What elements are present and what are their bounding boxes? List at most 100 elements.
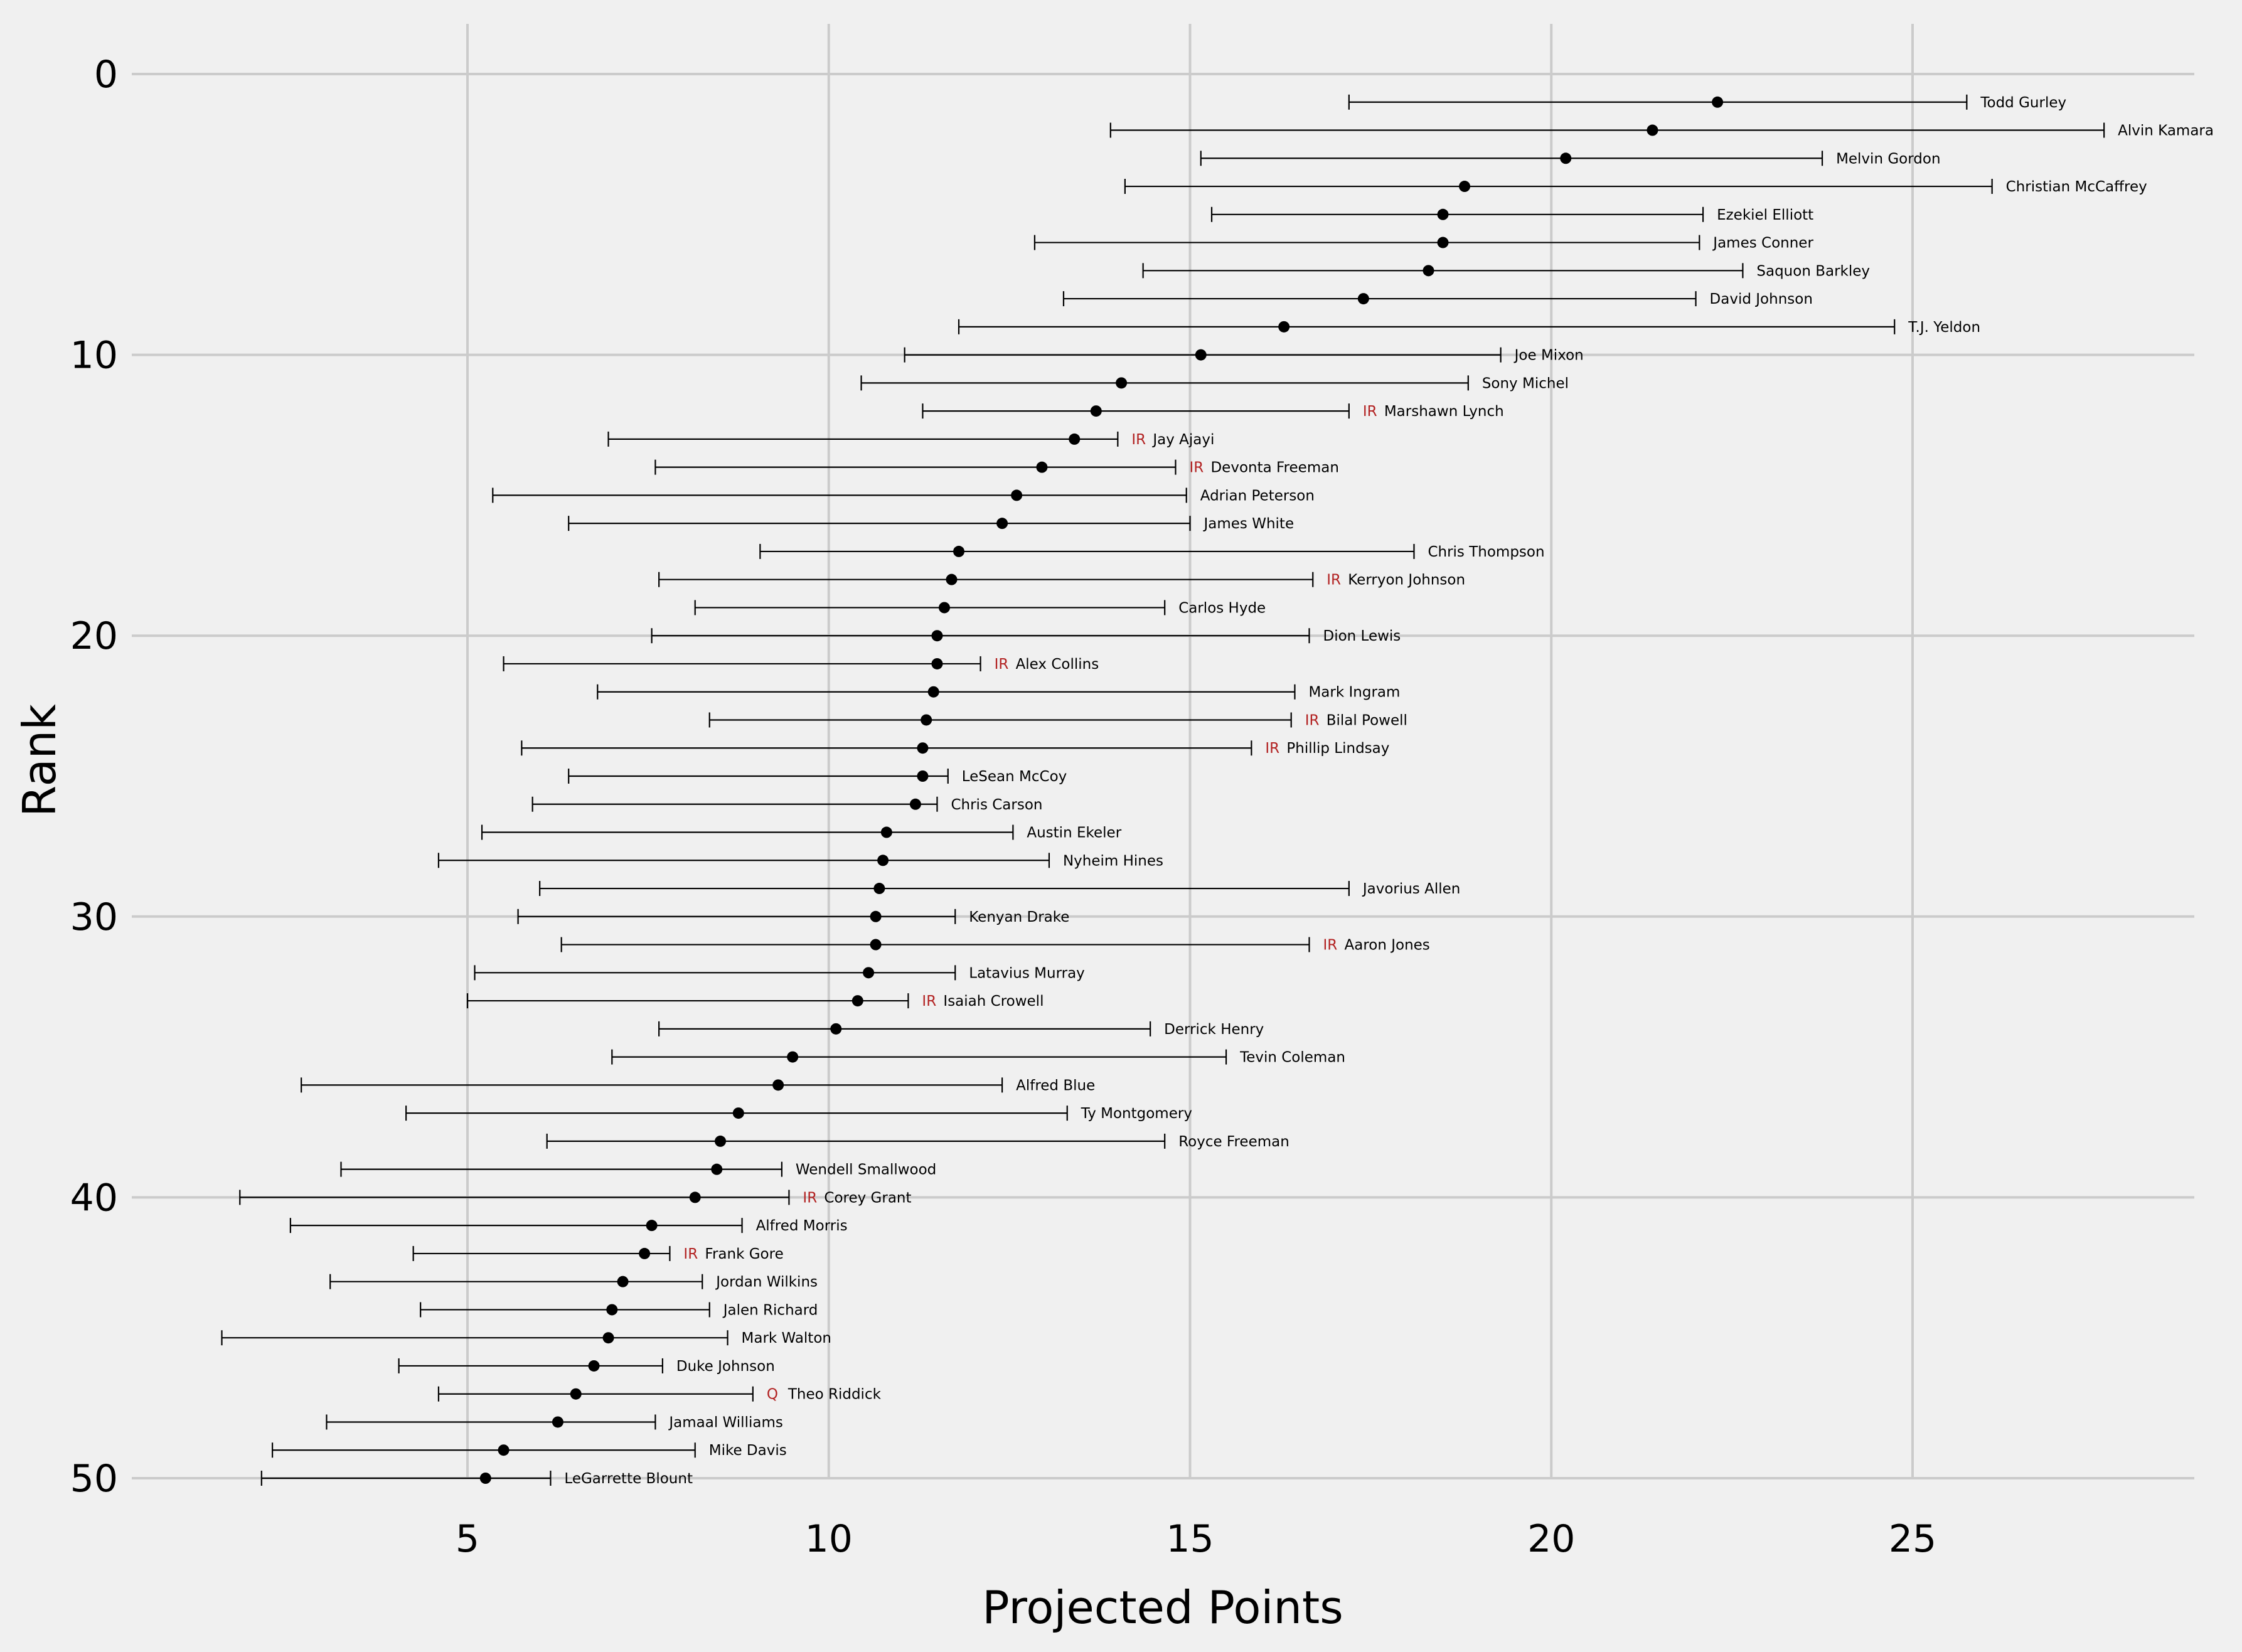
status-badge: IR xyxy=(803,1190,817,1206)
player-label: Mark Walton xyxy=(742,1330,831,1346)
player-row: Carlos Hyde xyxy=(694,600,1266,616)
player-label: Frank Gore xyxy=(705,1246,783,1262)
player-label: Ty Montgomery xyxy=(1081,1106,1192,1122)
projection-point xyxy=(588,1360,600,1372)
player-row: IR Kerryon Johnson xyxy=(658,572,1465,589)
player-row: Jordan Wilkins xyxy=(329,1274,818,1291)
player-label: Jordan Wilkins xyxy=(715,1274,818,1291)
y-tick-label: 20 xyxy=(70,614,118,658)
x-tick-label: 5 xyxy=(456,1517,479,1561)
projection-point xyxy=(606,1304,618,1316)
player-row: Todd Gurley xyxy=(1348,94,2066,111)
x-axis-label: Projected Points xyxy=(982,1581,1343,1634)
x-tick-label: 25 xyxy=(1889,1517,1936,1561)
player-label: Aaron Jones xyxy=(1344,937,1429,954)
projection-point xyxy=(479,1473,491,1484)
gridlines xyxy=(132,24,2194,1479)
y-tick-label: 0 xyxy=(94,53,118,97)
projection-point xyxy=(617,1276,629,1287)
status-badge: IR xyxy=(1305,712,1320,728)
player-row: IR Alex Collins xyxy=(503,656,1099,673)
player-row: James White xyxy=(568,516,1294,532)
player-label: Alvin Kamara xyxy=(2118,123,2214,139)
projection-point xyxy=(1069,433,1081,445)
projection-point xyxy=(877,855,889,866)
player-label: Alfred Morris xyxy=(756,1218,848,1234)
player-label: Adrian Peterson xyxy=(1200,488,1315,504)
projection-point xyxy=(689,1191,701,1203)
status-badge: Q xyxy=(767,1387,778,1403)
projection-point xyxy=(1116,377,1128,389)
projection-point xyxy=(711,1163,723,1175)
player-row: Chris Carson xyxy=(531,796,1043,813)
player-row: Royce Freeman xyxy=(546,1133,1289,1150)
projection-point xyxy=(1423,265,1434,277)
player-row: Sony Michel xyxy=(860,375,1569,392)
player-label: Duke Johnson xyxy=(676,1358,775,1375)
player-row: Nyheim Hines xyxy=(437,853,1163,869)
player-label: Bilal Powell xyxy=(1327,712,1407,728)
player-label: Jamaal Williams xyxy=(668,1414,782,1431)
player-label: Chris Thompson xyxy=(1428,544,1544,560)
player-label: Chris Carson xyxy=(951,797,1042,813)
player-row: Latavius Murray xyxy=(474,965,1085,981)
player-row: T.J. Yeldon xyxy=(958,319,1980,336)
player-label: Todd Gurley xyxy=(1980,95,2066,111)
player-label: Latavius Murray xyxy=(969,965,1085,981)
projection-point xyxy=(772,1079,784,1091)
projection-point xyxy=(909,798,921,810)
player-label: Nyheim Hines xyxy=(1063,853,1163,869)
status-badge: IR xyxy=(995,656,1009,673)
player-label: Javorius Allen xyxy=(1362,881,1461,897)
player-label: Marshawn Lynch xyxy=(1384,403,1504,420)
projection-point xyxy=(938,602,950,614)
projection-point xyxy=(931,630,943,642)
player-row: Alfred Blue xyxy=(301,1077,1095,1094)
player-label: Kerryon Johnson xyxy=(1348,572,1465,589)
player-row: Austin Ekeler xyxy=(481,824,1122,841)
player-row: IR Jay Ajayi xyxy=(607,431,1214,448)
y-tick-label: 30 xyxy=(70,895,118,939)
projection-point xyxy=(921,714,932,726)
player-label: Alex Collins xyxy=(1016,656,1099,673)
projection-point xyxy=(1560,152,1572,164)
player-label: Theo Riddick xyxy=(787,1387,882,1403)
player-label: T.J. Yeldon xyxy=(1908,319,1980,336)
player-label: Jay Ajayi xyxy=(1151,432,1214,448)
projection-point xyxy=(917,770,929,782)
projection-point xyxy=(570,1388,582,1400)
player-row: LeSean McCoy xyxy=(568,769,1067,785)
projection-point xyxy=(927,686,939,698)
projection-point xyxy=(639,1247,651,1259)
player-label: Kenyan Drake xyxy=(969,909,1069,925)
status-badge: IR xyxy=(1189,460,1204,476)
projection-point xyxy=(732,1107,744,1119)
player-row: IR Aaron Jones xyxy=(560,937,1430,954)
status-badge: IR xyxy=(1131,432,1146,448)
player-label: Royce Freeman xyxy=(1178,1134,1289,1150)
player-label: David Johnson xyxy=(1710,291,1813,307)
player-label: Saquon Barkley xyxy=(1756,263,1870,279)
player-row: Jalen Richard xyxy=(420,1302,818,1318)
projection-point xyxy=(931,658,943,669)
projection-point xyxy=(787,1051,799,1063)
projection-point xyxy=(1357,293,1369,305)
x-tick-label: 20 xyxy=(1527,1517,1575,1561)
player-row: Alfred Morris xyxy=(289,1218,848,1234)
player-row: Mark Ingram xyxy=(597,684,1400,701)
player-row: David Johnson xyxy=(1062,291,1813,307)
player-label: James White xyxy=(1203,516,1294,532)
projection-point xyxy=(1437,237,1449,248)
player-label: Melvin Gordon xyxy=(1836,151,1940,167)
projection-point xyxy=(870,910,882,922)
data-marks: Todd Gurley Alvin Kamara Melvin Gordon Chri… xyxy=(221,94,2214,1487)
player-row: Wendell Smallwood xyxy=(340,1161,936,1178)
player-row: IR Devonta Freeman xyxy=(654,459,1339,476)
status-badge: IR xyxy=(1265,740,1279,757)
player-row: Ezekiel Elliott xyxy=(1210,206,1813,223)
player-label: Sony Michel xyxy=(1482,375,1569,392)
y-axis-label: Rank xyxy=(13,704,66,817)
projection-point xyxy=(946,573,958,585)
player-label: LeGarrette Blount xyxy=(564,1471,693,1487)
player-label: Isaiah Crowell xyxy=(943,993,1044,1010)
